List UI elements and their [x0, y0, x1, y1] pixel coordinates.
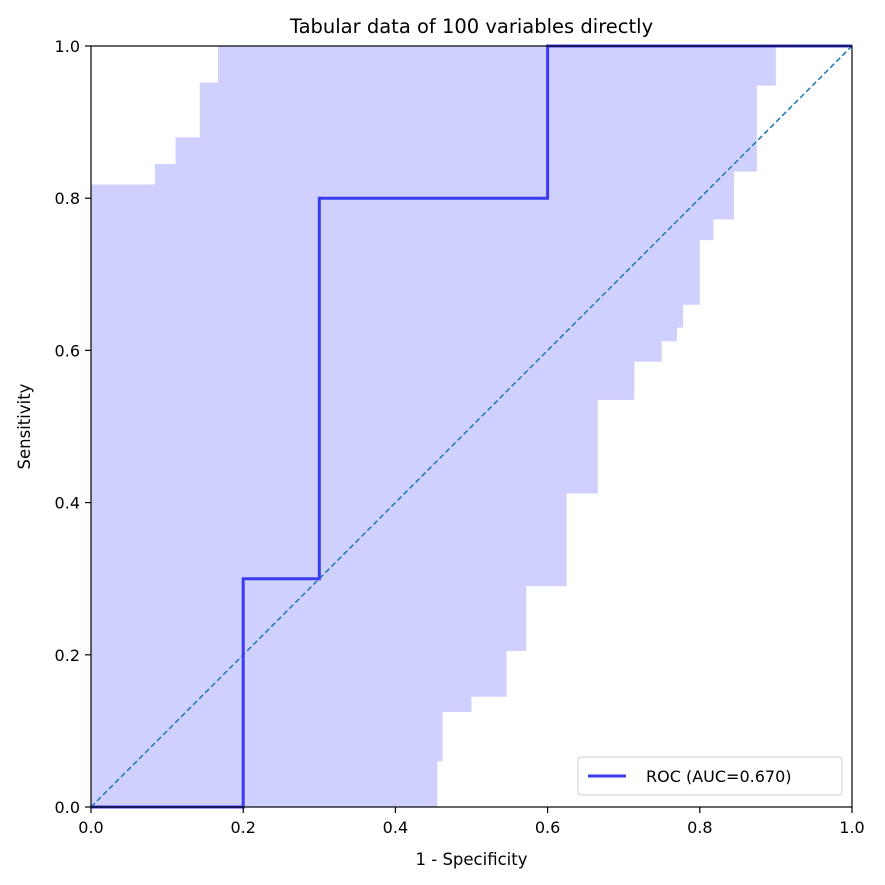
- chart-title: Tabular data of 100 variables directly: [289, 15, 653, 38]
- y-axis-label: Sensitivity: [15, 383, 34, 469]
- diagonal-reference-line: [90, 45, 853, 808]
- y-tick-label: 0.2: [55, 646, 80, 665]
- series-layer: [91, 44, 852, 809]
- confidence-band-layer: [91, 46, 776, 807]
- diagonal-layer: [90, 45, 853, 808]
- x-axis-label: 1 - Specificity: [416, 850, 528, 869]
- x-tick-label: 0.8: [687, 818, 712, 837]
- legend: ROC (AUC=0.670): [577, 756, 843, 796]
- y-tick-label: 0.8: [55, 189, 80, 208]
- x-tick-label: 0.0: [78, 818, 103, 837]
- y-tick-label: 1.0: [55, 37, 80, 56]
- y-tick-label: 0.6: [55, 341, 80, 360]
- confidence-band: [91, 46, 776, 807]
- y-tick-label: 0.4: [55, 494, 80, 513]
- legend-label: ROC (AUC=0.670): [646, 767, 792, 786]
- x-tick-label: 0.6: [535, 818, 560, 837]
- y-ticks: 0.0 0.2 0.4 0.6 0.8 1.0: [55, 37, 91, 817]
- axes-frame: [90, 45, 853, 808]
- x-ticks: 0.0 0.2 0.4 0.6 0.8 1.0: [78, 807, 865, 837]
- x-tick-label: 0.2: [230, 818, 255, 837]
- legend-box: [577, 756, 843, 796]
- roc-curve-line: [91, 44, 852, 809]
- x-tick-label: 0.4: [383, 818, 408, 837]
- y-tick-label: 0.0: [55, 798, 80, 817]
- x-tick-label: 1.0: [839, 818, 864, 837]
